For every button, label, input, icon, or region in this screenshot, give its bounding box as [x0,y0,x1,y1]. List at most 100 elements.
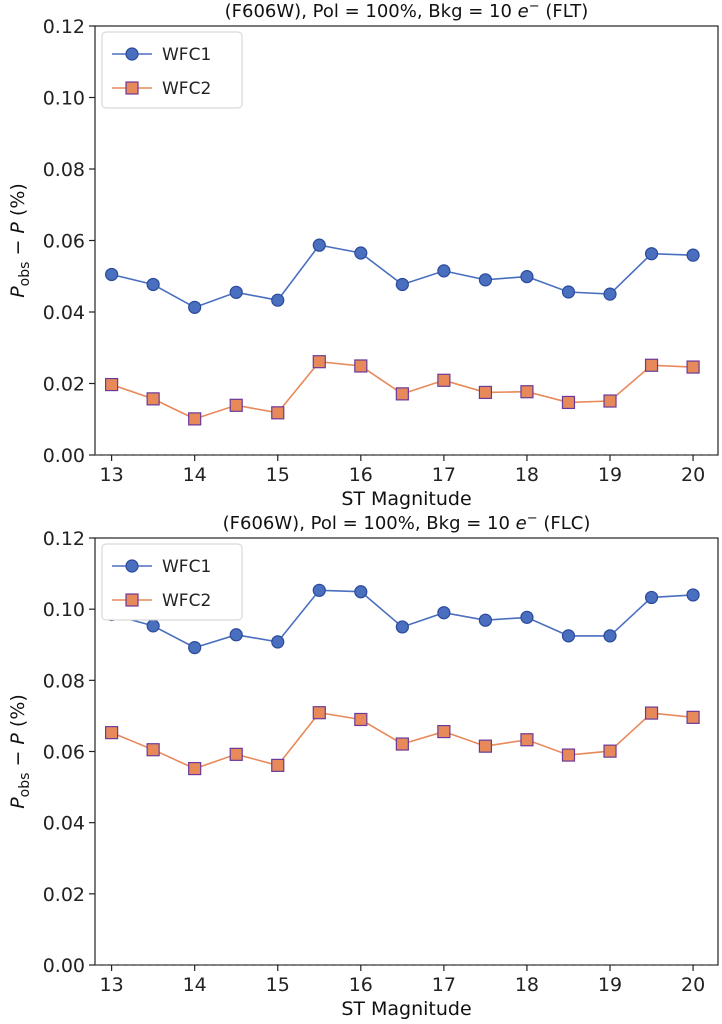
x-tick-label: 16 [349,464,373,486]
x-axis-label: ST Magnitude [341,488,471,510]
data-point [561,395,576,410]
data-point [188,761,202,776]
legend: WFC1 WFC2 [101,543,243,621]
series-wfc2 [105,706,700,776]
chart-title: (F606W), Pol = 100%, Bkg = 10 e− (FLC) [223,511,591,534]
data-point [312,583,326,597]
y-tick-label: 0.00 [43,445,85,467]
data-point [644,590,659,605]
y-tick-label: 0.08 [43,159,85,181]
data-point [644,358,659,372]
y-tick-label: 0.12 [43,528,85,550]
data-point [395,737,409,751]
x-tick-label: 17 [432,464,456,486]
data-point [603,394,617,408]
data-point [520,610,534,624]
data-point [395,620,409,634]
legend-marker [125,559,139,573]
data-point [354,712,368,727]
x-tick-label: 19 [598,464,622,486]
x-tick-label: 20 [681,974,705,996]
data-point [561,285,576,299]
x-tick-label: 13 [100,464,124,486]
data-point [105,377,119,392]
x-tick-label: 18 [515,464,539,486]
legend-label: WFC2 [162,591,211,611]
y-tick-label: 0.10 [43,599,85,621]
legend-marker [125,47,139,61]
x-tick-label: 20 [681,464,705,486]
y-tick-label: 0.10 [43,88,85,110]
data-point [312,706,326,720]
data-point [271,406,285,420]
data-point [312,355,326,369]
y-axis-label: Pobs − P (%) [7,694,33,809]
series-wfc1 [105,238,700,314]
y-tick-label: 0.06 [43,231,85,253]
data-point [520,733,534,747]
data-point [395,387,409,401]
y-tick-label: 0.02 [43,374,85,396]
legend-label: WFC2 [162,79,211,99]
data-point [478,739,493,753]
x-tick-label: 18 [515,974,539,996]
chart-flt: (F606W), Pol = 100%, Bkg = 10 e− (FLT) 0.… [7,0,719,510]
data-point [146,743,160,757]
data-point [686,588,700,602]
chart-flc: (F606W), Pol = 100%, Bkg = 10 e− (FLC) 0.… [7,511,719,1020]
x-tick-label: 13 [100,974,124,996]
data-point [354,359,368,373]
data-point [395,277,409,292]
legend-label: WFC1 [162,557,211,577]
legend-label: WFC1 [162,45,211,65]
data-point [271,758,285,772]
data-point [105,726,119,740]
x-tick-label: 17 [432,974,456,996]
x-tick-label: 19 [598,974,622,996]
data-point [188,412,202,426]
x-tick-label: 15 [266,974,290,996]
data-point [146,277,160,292]
y-tick-label: 0.08 [43,670,85,692]
chart-title: (F606W), Pol = 100%, Bkg = 10 e− (FLT) [225,0,589,22]
data-point [603,744,617,758]
data-point [188,300,202,314]
data-point [686,248,700,262]
data-point [686,360,700,374]
data-point [603,629,617,643]
data-point [478,385,493,400]
data-point [354,585,368,599]
x-tick-label: 14 [183,974,207,996]
x-tick-label: 16 [349,974,373,996]
data-point [229,747,243,761]
data-point [229,628,243,642]
y-tick-label: 0.06 [43,742,85,764]
legend: WFC1 WFC2 [101,31,243,109]
y-tick-label: 0.04 [43,813,85,835]
data-point [437,606,451,620]
data-point [437,373,451,387]
data-point [146,619,160,633]
x-axis-label: ST Magnitude [341,998,471,1020]
data-point [561,748,576,762]
data-point [603,287,617,301]
data-point [188,640,202,655]
data-point [354,246,368,260]
data-point [437,724,451,739]
data-point [437,264,451,278]
data-point [686,710,700,724]
data-point [312,238,326,252]
data-point [478,273,493,287]
data-point [644,247,659,261]
data-point [271,635,285,649]
data-point [561,629,576,643]
legend-marker [125,593,139,607]
data-point [229,398,243,412]
y-axis-label: Pobs − P (%) [7,183,33,298]
legend-marker [125,81,139,95]
data-point [520,270,534,284]
data-point [146,392,160,406]
series-wfc2 [105,355,700,426]
x-tick-label: 14 [183,464,207,486]
